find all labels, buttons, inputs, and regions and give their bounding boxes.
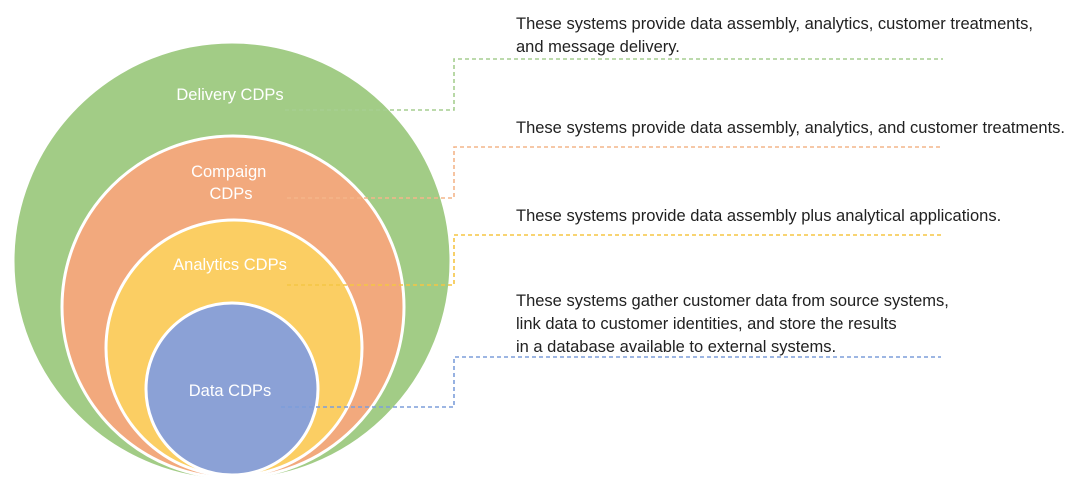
- compaign-cdps-label: Compaign CDPs: [191, 163, 271, 203]
- delivery-cdps-description: These systems provide data assembly, ana…: [516, 13, 1033, 59]
- description-line: These systems provide data assembly plus…: [516, 207, 1002, 225]
- data-cdps-description: These systems gather customer data from …: [516, 290, 949, 359]
- description-line: in a database available to external syst…: [516, 338, 837, 356]
- description-line: These systems provide data assembly, ana…: [516, 15, 1033, 33]
- data-leader-line: [281, 356, 941, 408]
- compaign-label-line1: Compaign: [191, 163, 266, 181]
- delivery-leader-line: [285, 58, 943, 111]
- analytics-cdps-label: Analytics CDPs: [173, 256, 287, 274]
- data-cdps-circle: [144, 301, 320, 477]
- compaign-leader-line: [287, 146, 941, 199]
- description-line: These systems provide data assembly, ana…: [516, 119, 1066, 137]
- compaign-label-line2: CDPs: [209, 185, 252, 203]
- compaign-cdps-description: These systems provide data assembly, ana…: [516, 117, 1065, 140]
- analytics-cdps-description: These systems provide data assembly plus…: [516, 205, 1001, 228]
- description-line: These systems gather customer data from …: [516, 292, 949, 310]
- description-line: link data to customer identities, and st…: [516, 315, 897, 333]
- analytics-leader-line: [287, 234, 941, 286]
- description-line: and message delivery.: [516, 38, 680, 56]
- delivery-cdps-label: Delivery CDPs: [176, 86, 283, 104]
- data-cdps-label: Data CDPs: [189, 382, 272, 400]
